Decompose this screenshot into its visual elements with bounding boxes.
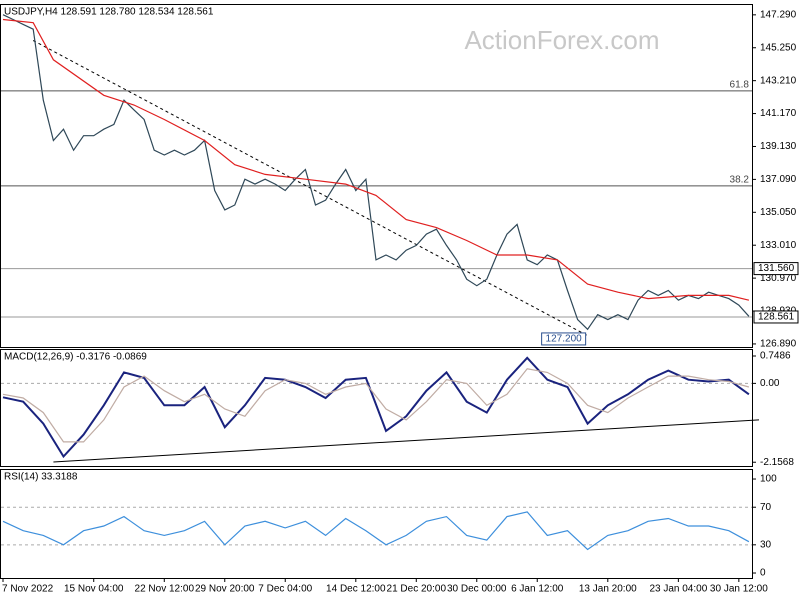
series-line <box>2 368 750 443</box>
panel-title: RSI(14) 33.3188 <box>4 472 78 483</box>
y-tick-label: 137.090 <box>760 174 797 185</box>
series-line <box>2 14 750 331</box>
x-tick-label: 23 Jan 04:00 <box>649 584 707 595</box>
y-tick-label: 139.130 <box>760 141 797 152</box>
y-tick-label: 0 <box>760 568 766 579</box>
x-tick-label: 15 Nov 04:00 <box>64 584 124 595</box>
x-tick-label: 21 Dec 20:00 <box>387 584 447 595</box>
panel-title: MACD(12,26,9) -0.3176 -0.0869 <box>4 352 147 363</box>
series-line <box>2 356 750 459</box>
y-tick-label: 30 <box>760 539 772 550</box>
y-tick-label: 0.00 <box>760 378 780 389</box>
x-tick-label: 30 Jan 12:00 <box>710 584 768 595</box>
x-tick-label: 7 Nov 2022 <box>2 584 54 595</box>
macd-panel <box>0 349 753 467</box>
y-tick-label: -2.1568 <box>760 457 794 468</box>
y-tick-label: 135.050 <box>760 207 797 218</box>
x-tick-label: 30 Dec 00:00 <box>447 584 507 595</box>
price-box <box>753 310 799 324</box>
series-line <box>2 511 750 551</box>
x-tick-label: 6 Jan 12:00 <box>511 584 564 595</box>
annotation-box <box>541 332 587 346</box>
y-tick-label: 145.250 <box>760 42 797 53</box>
annotation-label: 127.200 <box>546 334 583 345</box>
price-line-label: 131.560 <box>758 263 795 274</box>
price-panel <box>0 4 753 348</box>
y-tick-label: 133.010 <box>760 240 797 251</box>
y-tick-label: 100 <box>760 474 777 485</box>
price-line-label: 128.561 <box>758 312 795 323</box>
x-tick-label: 14 Dec 12:00 <box>326 584 386 595</box>
series-line <box>2 18 750 301</box>
y-tick-label: 141.170 <box>760 108 797 119</box>
y-tick-label: 0.7486 <box>760 351 791 362</box>
panel-title: USDJPY,H4 128.591 128.780 128.534 128.56… <box>4 7 214 18</box>
watermark: ActionForex.com <box>464 25 659 55</box>
y-tick-label: 126.890 <box>760 339 797 350</box>
fib-level-label: 61.8 <box>730 79 750 90</box>
x-tick-label: 29 Nov 20:00 <box>195 584 255 595</box>
fib-level-label: 38.2 <box>730 174 750 185</box>
y-tick-label: 130.970 <box>760 273 797 284</box>
trendline <box>53 419 760 463</box>
x-tick-label: 7 Dec 04:00 <box>258 584 312 595</box>
x-tick-label: 22 Nov 12:00 <box>135 584 195 595</box>
x-tick-label: 13 Jan 20:00 <box>579 584 637 595</box>
rsi-panel <box>0 469 753 579</box>
y-tick-label: 147.290 <box>760 9 797 20</box>
y-tick-label: 70 <box>760 502 772 513</box>
y-tick-label: 143.210 <box>760 75 797 86</box>
price-box <box>753 262 799 276</box>
